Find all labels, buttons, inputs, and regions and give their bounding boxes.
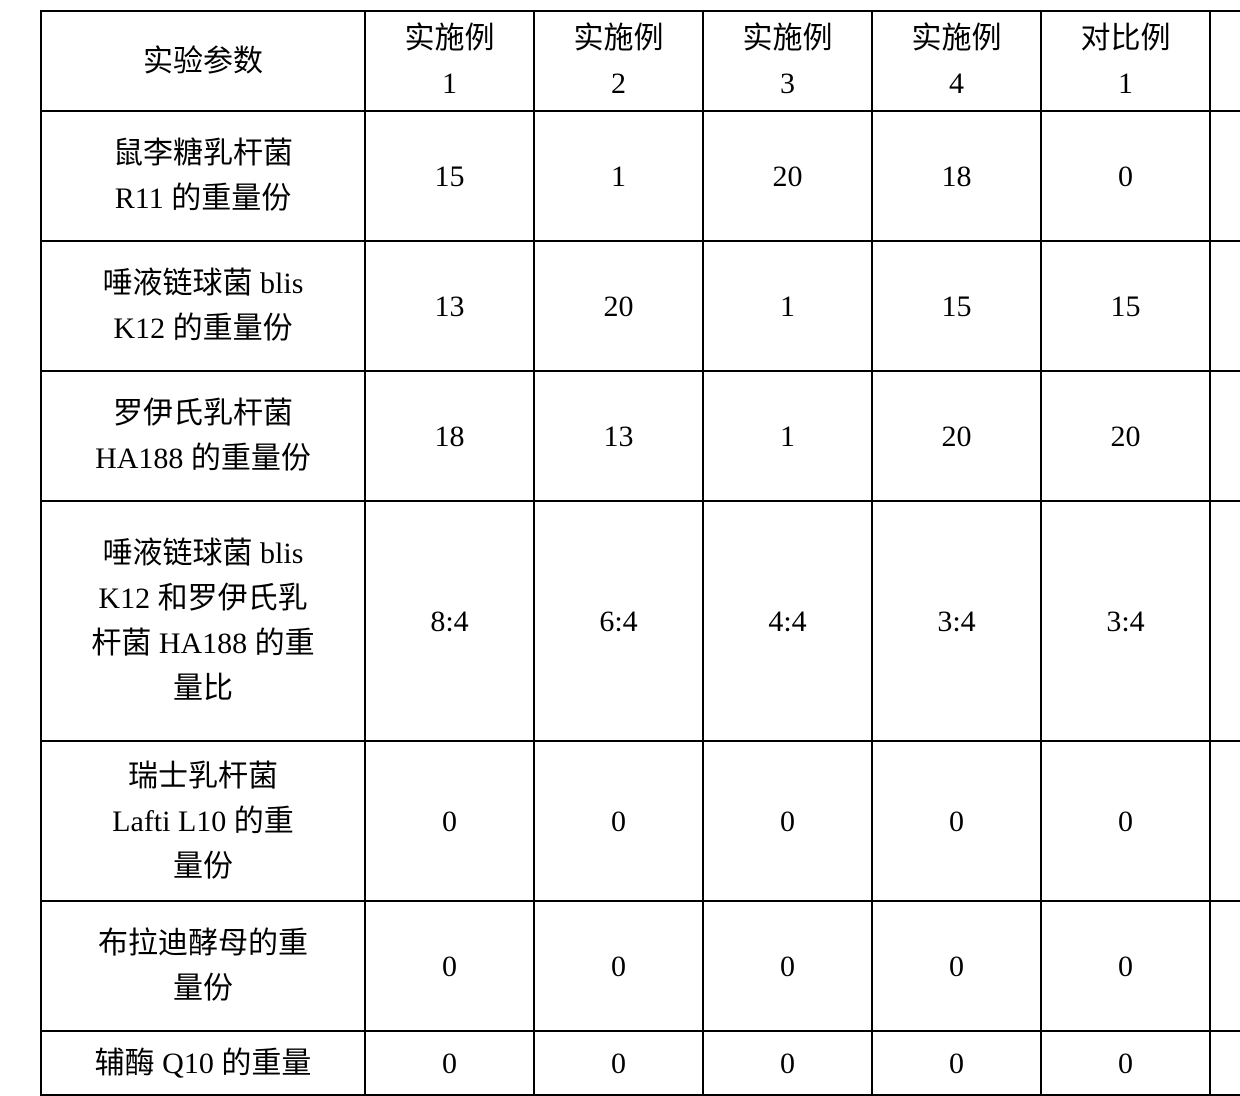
- table-row: 辅酶 Q10 的重量 0 0 0 0 0 0: [41, 1031, 1240, 1095]
- cell-value: 0: [1210, 1031, 1240, 1095]
- cell-value: 20: [534, 241, 703, 371]
- cell-value: 0: [1210, 901, 1240, 1031]
- cell-value: 0: [1210, 371, 1240, 501]
- table-row: 唾液链球菌 blisK12 和罗伊氏乳杆菌 HA188 的重量比 8:4 6:4…: [41, 501, 1240, 741]
- cell-value: 0: [1041, 1031, 1210, 1095]
- table-row: 鼠李糖乳杆菌R11 的重量份 15 1 20 18 0 20: [41, 111, 1240, 241]
- cell-value: 20: [1041, 371, 1210, 501]
- cell-value: 0:0: [1210, 501, 1240, 741]
- col-header-e2: 实施例2: [534, 11, 703, 111]
- cell-param: 唾液链球菌 blisK12 的重量份: [41, 241, 365, 371]
- cell-param: 辅酶 Q10 的重量: [41, 1031, 365, 1095]
- table-row: 布拉迪酵母的重量份 0 0 0 0 0 0: [41, 901, 1240, 1031]
- cell-value: 0: [703, 901, 872, 1031]
- col-header-c2: 对比例2: [1210, 11, 1240, 111]
- cell-value: 15: [1041, 241, 1210, 371]
- cell-value: 0: [534, 901, 703, 1031]
- cell-value: 15: [365, 111, 534, 241]
- cell-value: 0: [703, 1031, 872, 1095]
- cell-value: 20: [872, 371, 1041, 501]
- cell-param: 罗伊氏乳杆菌HA188 的重量份: [41, 371, 365, 501]
- cell-value: 0: [872, 1031, 1041, 1095]
- table-row: 罗伊氏乳杆菌HA188 的重量份 18 13 1 20 20 0: [41, 371, 1240, 501]
- col-header-e1: 实施例1: [365, 11, 534, 111]
- cell-value: 18: [365, 371, 534, 501]
- col-header-e4: 实施例4: [872, 11, 1041, 111]
- cell-value: 0: [534, 741, 703, 901]
- table-row: 瑞士乳杆菌Lafti L10 的重量份 0 0 0 0 0 0: [41, 741, 1240, 901]
- cell-value: 3:4: [1041, 501, 1210, 741]
- cell-value: 0: [1041, 741, 1210, 901]
- cell-value: 18: [872, 111, 1041, 241]
- cell-value: 0: [365, 741, 534, 901]
- cell-param: 布拉迪酵母的重量份: [41, 901, 365, 1031]
- cell-value: 15: [872, 241, 1041, 371]
- cell-value: 1: [703, 241, 872, 371]
- cell-value: 6:4: [534, 501, 703, 741]
- cell-value: 13: [534, 371, 703, 501]
- cell-value: 1: [534, 111, 703, 241]
- cell-value: 0: [1210, 241, 1240, 371]
- cell-value: 0: [703, 741, 872, 901]
- cell-value: 0: [365, 1031, 534, 1095]
- cell-value: 0: [872, 741, 1041, 901]
- page: 实验参数 实施例1 实施例2 实施例3 实施例4 对比例1 对比例2 鼠李糖乳杆…: [0, 0, 1240, 976]
- cell-value: 20: [703, 111, 872, 241]
- cell-value: 0: [365, 901, 534, 1031]
- table-row: 唾液链球菌 blisK12 的重量份 13 20 1 15 15 0: [41, 241, 1240, 371]
- cell-value: 8:4: [365, 501, 534, 741]
- cell-value: 0: [1210, 741, 1240, 901]
- cell-value: 0: [1041, 901, 1210, 1031]
- cell-param: 鼠李糖乳杆菌R11 的重量份: [41, 111, 365, 241]
- table-header-row: 实验参数 实施例1 实施例2 实施例3 实施例4 对比例1 对比例2: [41, 11, 1240, 111]
- cell-value: 20: [1210, 111, 1240, 241]
- cell-value: 4:4: [703, 501, 872, 741]
- cell-value: 0: [534, 1031, 703, 1095]
- cell-value: 0: [872, 901, 1041, 1031]
- cell-value: 13: [365, 241, 534, 371]
- cell-param: 唾液链球菌 blisK12 和罗伊氏乳杆菌 HA188 的重量比: [41, 501, 365, 741]
- col-header-e3: 实施例3: [703, 11, 872, 111]
- cell-value: 0: [1041, 111, 1210, 241]
- cell-param: 瑞士乳杆菌Lafti L10 的重量份: [41, 741, 365, 901]
- cell-value: 1: [703, 371, 872, 501]
- cell-value: 3:4: [872, 501, 1041, 741]
- col-header-param: 实验参数: [41, 11, 365, 111]
- col-header-c1: 对比例1: [1041, 11, 1210, 111]
- experiment-table: 实验参数 实施例1 实施例2 实施例3 实施例4 对比例1 对比例2 鼠李糖乳杆…: [40, 10, 1240, 1096]
